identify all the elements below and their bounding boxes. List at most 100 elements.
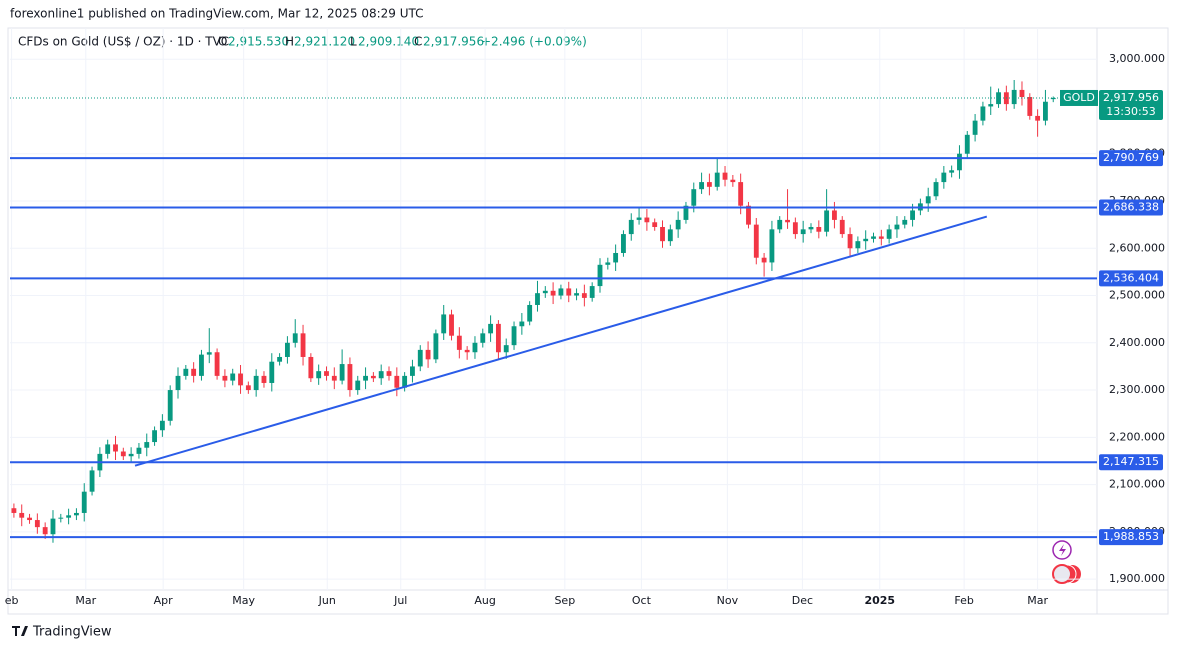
- candle-body: [128, 453, 134, 457]
- x-tick-label: Sep: [554, 594, 575, 607]
- candle-body: [175, 375, 181, 391]
- x-tick-label: Nov: [717, 594, 739, 607]
- candle-body: [425, 349, 431, 360]
- candle-body: [581, 293, 587, 298]
- candle-body: [925, 196, 931, 204]
- level-label: 1,988.853: [1103, 530, 1159, 543]
- candle-body: [777, 219, 783, 230]
- logo: [12, 626, 28, 636]
- y-tick-label: 3,000.000: [1109, 52, 1165, 65]
- x-tick-label: Jun: [318, 594, 336, 607]
- candle-body: [722, 172, 728, 180]
- high-value: 2,921.120: [294, 35, 355, 49]
- x-tick-label: Feb: [954, 594, 973, 607]
- x-tick-label: Jul: [393, 594, 407, 607]
- candle-body: [605, 262, 611, 265]
- candle-body: [199, 354, 204, 376]
- level-tag: [1099, 529, 1163, 546]
- close-label: C: [414, 35, 422, 49]
- candle-body: [1035, 115, 1041, 121]
- candle-body: [152, 430, 157, 443]
- candle-body: [714, 172, 720, 187]
- candle-body: [972, 120, 978, 135]
- candle-body: [308, 356, 314, 379]
- candle-body: [300, 333, 306, 357]
- candle-body: [941, 172, 947, 183]
- y-tick-label: 2,400.000: [1109, 336, 1165, 349]
- level-label: 2,686.338: [1103, 200, 1159, 213]
- candle-body: [511, 326, 517, 346]
- chart-frame: [7, 27, 1169, 615]
- candle-body: [1043, 101, 1048, 121]
- x-tick-label: Mar: [1027, 594, 1048, 607]
- candle-body: [550, 290, 556, 296]
- candle-body: [292, 333, 298, 343]
- candle-body: [222, 375, 228, 381]
- candle-body: [363, 375, 368, 381]
- candle-body: [495, 323, 501, 353]
- candle-body: [746, 205, 751, 225]
- x-tick-label: eb: [5, 594, 19, 607]
- candle-body: [105, 444, 111, 454]
- y-tick-label: 2,300.000: [1109, 383, 1165, 396]
- candle-body: [34, 520, 40, 528]
- x-tick-label: Oct: [632, 594, 652, 607]
- candle-body: [644, 217, 650, 223]
- candle-body: [464, 349, 470, 353]
- candle-body: [566, 288, 572, 296]
- level-tag: [1099, 199, 1163, 216]
- candle-body: [66, 515, 72, 518]
- candle-body: [144, 442, 150, 448]
- candle-body: [27, 517, 32, 521]
- event-icons: [1052, 540, 1081, 584]
- candle-body: [652, 222, 658, 227]
- low-value: 2,909.140: [358, 35, 419, 49]
- lightning: [1059, 544, 1066, 556]
- candle-body: [167, 390, 173, 421]
- candle-body: [277, 356, 283, 362]
- candle-body: [785, 219, 790, 223]
- candle-body: [613, 252, 619, 263]
- candle-body: [136, 447, 142, 454]
- candle-body: [284, 342, 290, 357]
- candle-body: [519, 321, 525, 327]
- candle-body: [902, 219, 908, 225]
- candle-body: [855, 241, 861, 249]
- candle-body: [370, 375, 376, 379]
- countdown: 13:30:53: [1106, 105, 1155, 118]
- candle-body: [410, 366, 415, 376]
- candle-body: [159, 420, 165, 431]
- candle-body: [449, 314, 454, 336]
- candle-body: [738, 182, 744, 206]
- candle-body: [81, 491, 87, 513]
- candle-body: [558, 288, 564, 296]
- y-tick-label: 2,600.000: [1109, 241, 1165, 254]
- level-label: 2,790.769: [1103, 151, 1159, 164]
- candle-body: [769, 229, 775, 263]
- candle-body: [402, 375, 408, 388]
- candle-body: [683, 205, 689, 220]
- candle-body: [878, 236, 884, 239]
- candle-body: [910, 210, 915, 220]
- candle-body: [355, 380, 361, 391]
- y-tick-label: 1,900.000: [1109, 572, 1165, 585]
- candle-body: [527, 304, 533, 322]
- y-tick-label: 2,200.000: [1109, 430, 1165, 443]
- candle-body: [417, 349, 423, 367]
- candle-body: [120, 451, 126, 457]
- candle-body: [339, 364, 345, 381]
- candle-body: [636, 217, 642, 220]
- candle-body: [488, 323, 494, 334]
- candle-body: [1011, 89, 1017, 105]
- symbol-tag: [1060, 89, 1098, 106]
- candle-body: [480, 333, 486, 343]
- candle-body: [980, 106, 986, 121]
- candle-body: [957, 153, 962, 171]
- last-price-tag: [1099, 89, 1163, 120]
- x-tick-label: Dec: [792, 594, 813, 607]
- x-tick-label: Apr: [154, 594, 174, 607]
- candle-body: [800, 229, 806, 235]
- candle-body: [597, 264, 603, 287]
- level-tag: [1099, 270, 1163, 287]
